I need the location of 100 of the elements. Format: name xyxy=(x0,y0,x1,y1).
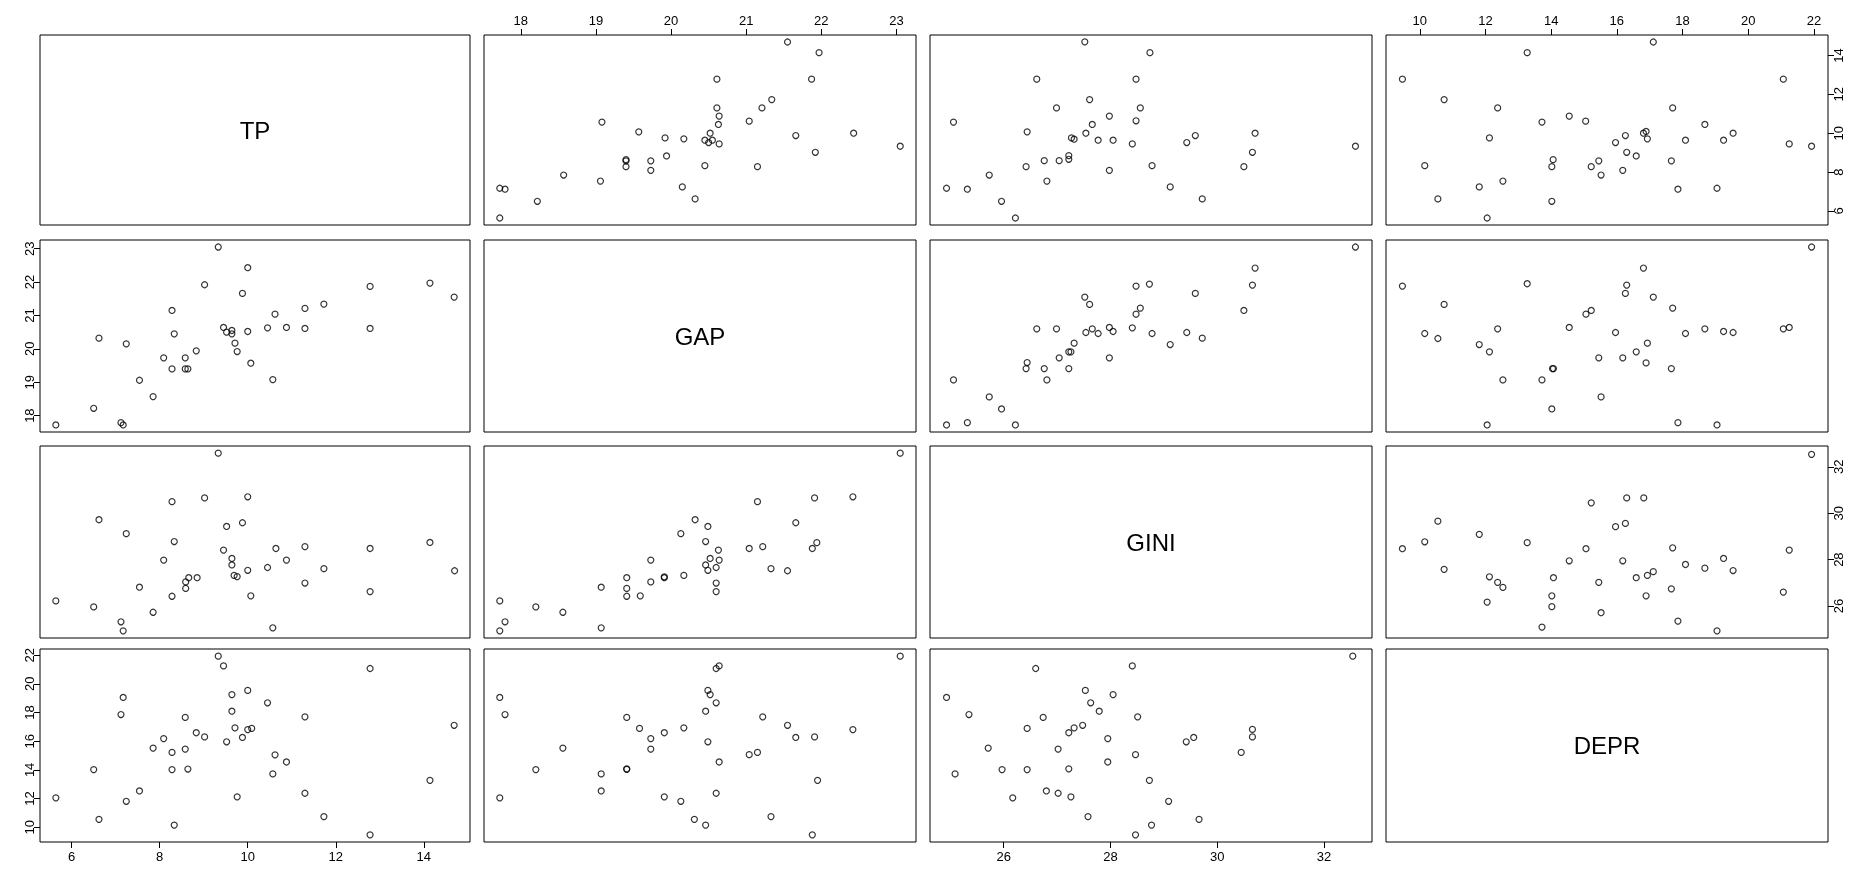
point xyxy=(691,195,699,203)
point xyxy=(942,421,951,429)
point xyxy=(1587,499,1595,507)
point xyxy=(662,152,671,160)
point xyxy=(942,184,951,192)
point xyxy=(1022,364,1030,373)
point xyxy=(712,789,720,797)
point xyxy=(1109,136,1117,144)
point xyxy=(532,765,540,774)
point xyxy=(850,129,858,137)
point xyxy=(1729,129,1737,137)
point xyxy=(715,140,723,148)
point xyxy=(95,516,103,524)
point xyxy=(1475,183,1483,191)
point xyxy=(712,588,720,596)
point xyxy=(1023,724,1031,733)
point xyxy=(622,163,630,171)
point xyxy=(1009,794,1017,802)
point xyxy=(182,584,190,592)
point xyxy=(184,765,192,773)
point xyxy=(1040,364,1048,373)
point xyxy=(1033,75,1041,83)
point xyxy=(52,421,60,429)
text: GAP xyxy=(674,322,726,350)
point xyxy=(636,592,644,600)
point xyxy=(1485,573,1494,581)
point xyxy=(269,770,277,778)
point xyxy=(808,831,816,839)
point xyxy=(647,157,655,165)
point xyxy=(1146,49,1154,57)
point xyxy=(1043,177,1051,185)
point xyxy=(1040,157,1048,165)
point xyxy=(228,326,236,335)
x-tick-label: 26 xyxy=(996,849,1011,864)
point xyxy=(1237,748,1245,756)
y-tick-label: 19 xyxy=(22,375,37,390)
point xyxy=(1434,517,1442,525)
point xyxy=(714,546,723,554)
point xyxy=(1649,38,1657,46)
point xyxy=(1054,745,1062,753)
point xyxy=(1105,112,1113,120)
point xyxy=(533,197,541,205)
y-tick-label: 10 xyxy=(1831,125,1846,141)
point xyxy=(597,583,605,591)
point xyxy=(1582,117,1590,125)
x-tick-label: 30 xyxy=(1209,849,1225,864)
point xyxy=(269,375,277,384)
point xyxy=(1779,325,1787,333)
point xyxy=(122,530,130,538)
point xyxy=(426,279,434,287)
point xyxy=(635,724,644,733)
point xyxy=(1681,136,1690,144)
point xyxy=(792,733,800,742)
point xyxy=(1022,163,1030,171)
point xyxy=(1165,797,1173,805)
y-tick-label: 22 xyxy=(22,647,37,663)
point xyxy=(149,608,157,616)
point xyxy=(1136,104,1144,112)
y-tick-label: 14 xyxy=(22,762,37,778)
point xyxy=(706,554,714,563)
point xyxy=(1440,565,1448,573)
point xyxy=(1779,75,1787,83)
point xyxy=(1595,578,1603,586)
point xyxy=(301,713,309,721)
point xyxy=(1669,104,1677,112)
point xyxy=(1632,574,1640,582)
point xyxy=(301,789,309,797)
point xyxy=(1674,617,1682,625)
point xyxy=(1351,142,1360,150)
point xyxy=(708,136,716,144)
point xyxy=(366,664,374,673)
point xyxy=(52,794,60,802)
point xyxy=(1084,813,1092,821)
point xyxy=(496,214,504,222)
point xyxy=(1643,571,1651,579)
point xyxy=(1475,340,1483,349)
point xyxy=(677,797,685,805)
point xyxy=(1109,691,1117,699)
point xyxy=(1499,376,1507,384)
point xyxy=(366,588,374,596)
point xyxy=(1719,136,1728,144)
y-tick-label: 20 xyxy=(22,676,37,692)
point xyxy=(1082,129,1090,137)
point xyxy=(704,566,712,574)
point xyxy=(1623,281,1631,289)
text: GINI xyxy=(1126,528,1176,556)
point xyxy=(366,831,374,839)
point xyxy=(1128,324,1136,332)
point xyxy=(810,733,819,741)
point xyxy=(1104,735,1112,743)
point xyxy=(1729,566,1737,575)
point xyxy=(1595,354,1603,362)
point xyxy=(1681,560,1690,569)
y-tick-label: 18 xyxy=(22,705,37,720)
point xyxy=(233,347,241,356)
y-tick-label: 6 xyxy=(1831,207,1846,215)
point xyxy=(1701,120,1709,129)
point xyxy=(263,699,272,707)
point xyxy=(1070,135,1078,143)
point xyxy=(559,744,567,752)
